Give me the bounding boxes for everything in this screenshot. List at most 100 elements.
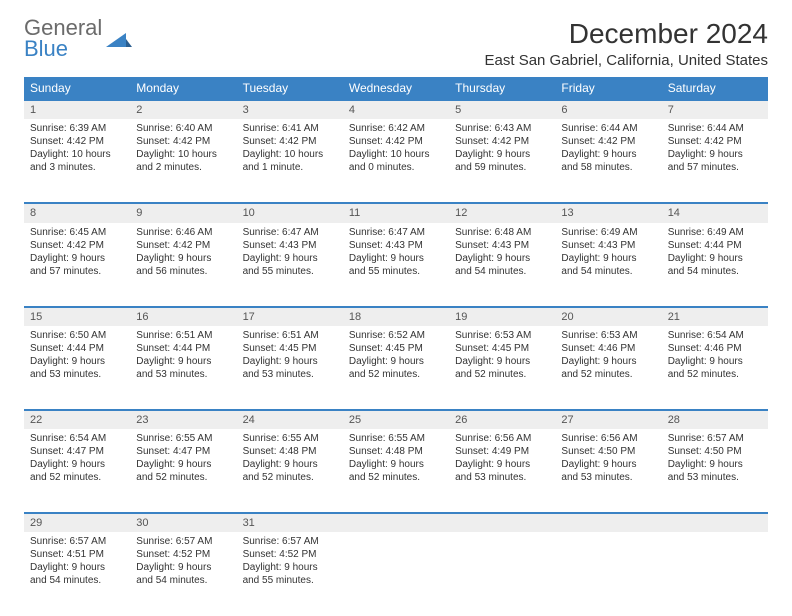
day-content-cell: Sunrise: 6:47 AMSunset: 4:43 PMDaylight:…	[237, 223, 343, 307]
day-content-cell: Sunrise: 6:57 AMSunset: 4:51 PMDaylight:…	[24, 532, 130, 616]
sunrise-line: Sunrise: 6:46 AM	[136, 226, 230, 239]
day-content-row: Sunrise: 6:57 AMSunset: 4:51 PMDaylight:…	[24, 532, 768, 616]
day-number-cell: 30	[130, 513, 236, 532]
sunset-line: Sunset: 4:44 PM	[136, 342, 230, 355]
day-content-cell: Sunrise: 6:50 AMSunset: 4:44 PMDaylight:…	[24, 326, 130, 410]
weekday-header: Friday	[555, 77, 661, 100]
logo-text-bottom: Blue	[24, 39, 102, 60]
sunset-line: Sunset: 4:52 PM	[136, 548, 230, 561]
day-content-cell: Sunrise: 6:49 AMSunset: 4:44 PMDaylight:…	[662, 223, 768, 307]
day-number-row: 15161718192021	[24, 307, 768, 326]
location: East San Gabriel, California, United Sta…	[485, 52, 768, 69]
daylight-line: Daylight: 9 hours and 52 minutes.	[455, 355, 549, 381]
day-content-cell	[343, 532, 449, 616]
day-number-cell: 1	[24, 100, 130, 119]
sunset-line: Sunset: 4:46 PM	[561, 342, 655, 355]
day-number-cell: 31	[237, 513, 343, 532]
day-content-cell: Sunrise: 6:46 AMSunset: 4:42 PMDaylight:…	[130, 223, 236, 307]
day-number-cell: 25	[343, 410, 449, 429]
sunset-line: Sunset: 4:44 PM	[668, 239, 762, 252]
daylight-line: Daylight: 9 hours and 53 minutes.	[561, 458, 655, 484]
sunrise-line: Sunrise: 6:44 AM	[561, 122, 655, 135]
day-number-cell: 24	[237, 410, 343, 429]
daylight-line: Daylight: 9 hours and 53 minutes.	[30, 355, 124, 381]
month-title: December 2024	[485, 18, 768, 50]
daylight-line: Daylight: 9 hours and 53 minutes.	[136, 355, 230, 381]
sunset-line: Sunset: 4:45 PM	[243, 342, 337, 355]
weekday-header: Saturday	[662, 77, 768, 100]
daylight-line: Daylight: 9 hours and 54 minutes.	[136, 561, 230, 587]
daylight-line: Daylight: 9 hours and 52 minutes.	[30, 458, 124, 484]
sunrise-line: Sunrise: 6:50 AM	[30, 329, 124, 342]
daylight-line: Daylight: 9 hours and 55 minutes.	[243, 561, 337, 587]
sunset-line: Sunset: 4:45 PM	[349, 342, 443, 355]
daylight-line: Daylight: 10 hours and 3 minutes.	[30, 148, 124, 174]
day-number-cell: 28	[662, 410, 768, 429]
day-number-cell	[343, 513, 449, 532]
sunrise-line: Sunrise: 6:42 AM	[349, 122, 443, 135]
day-content-cell: Sunrise: 6:52 AMSunset: 4:45 PMDaylight:…	[343, 326, 449, 410]
sunrise-line: Sunrise: 6:56 AM	[561, 432, 655, 445]
day-content-cell: Sunrise: 6:40 AMSunset: 4:42 PMDaylight:…	[130, 119, 236, 203]
sunset-line: Sunset: 4:50 PM	[561, 445, 655, 458]
daylight-line: Daylight: 9 hours and 53 minutes.	[455, 458, 549, 484]
day-content-row: Sunrise: 6:50 AMSunset: 4:44 PMDaylight:…	[24, 326, 768, 410]
day-number-cell: 26	[449, 410, 555, 429]
day-number-cell: 13	[555, 203, 661, 222]
daylight-line: Daylight: 9 hours and 54 minutes.	[561, 252, 655, 278]
daylight-line: Daylight: 10 hours and 0 minutes.	[349, 148, 443, 174]
sunrise-line: Sunrise: 6:53 AM	[561, 329, 655, 342]
day-content-cell: Sunrise: 6:54 AMSunset: 4:46 PMDaylight:…	[662, 326, 768, 410]
weekday-header: Tuesday	[237, 77, 343, 100]
day-number-cell: 16	[130, 307, 236, 326]
day-number-cell: 14	[662, 203, 768, 222]
sunset-line: Sunset: 4:42 PM	[136, 239, 230, 252]
day-content-cell: Sunrise: 6:49 AMSunset: 4:43 PMDaylight:…	[555, 223, 661, 307]
sunset-line: Sunset: 4:42 PM	[668, 135, 762, 148]
sunrise-line: Sunrise: 6:47 AM	[349, 226, 443, 239]
day-content-cell: Sunrise: 6:57 AMSunset: 4:50 PMDaylight:…	[662, 429, 768, 513]
day-content-cell: Sunrise: 6:55 AMSunset: 4:47 PMDaylight:…	[130, 429, 236, 513]
day-content-cell	[449, 532, 555, 616]
daylight-line: Daylight: 9 hours and 54 minutes.	[455, 252, 549, 278]
weekday-header: Sunday	[24, 77, 130, 100]
sunrise-line: Sunrise: 6:54 AM	[668, 329, 762, 342]
sunset-line: Sunset: 4:45 PM	[455, 342, 549, 355]
daylight-line: Daylight: 9 hours and 55 minutes.	[349, 252, 443, 278]
day-number-cell: 18	[343, 307, 449, 326]
sunset-line: Sunset: 4:51 PM	[30, 548, 124, 561]
day-number-cell: 22	[24, 410, 130, 429]
sunrise-line: Sunrise: 6:57 AM	[136, 535, 230, 548]
day-number-cell: 7	[662, 100, 768, 119]
day-number-cell: 8	[24, 203, 130, 222]
sunrise-line: Sunrise: 6:55 AM	[136, 432, 230, 445]
sunset-line: Sunset: 4:42 PM	[243, 135, 337, 148]
sunrise-line: Sunrise: 6:55 AM	[243, 432, 337, 445]
sunset-line: Sunset: 4:42 PM	[136, 135, 230, 148]
daylight-line: Daylight: 9 hours and 54 minutes.	[668, 252, 762, 278]
sunset-line: Sunset: 4:42 PM	[455, 135, 549, 148]
daylight-line: Daylight: 9 hours and 54 minutes.	[30, 561, 124, 587]
day-number-cell: 20	[555, 307, 661, 326]
sunrise-line: Sunrise: 6:57 AM	[243, 535, 337, 548]
sunrise-line: Sunrise: 6:51 AM	[243, 329, 337, 342]
daylight-line: Daylight: 9 hours and 52 minutes.	[561, 355, 655, 381]
daylight-line: Daylight: 9 hours and 56 minutes.	[136, 252, 230, 278]
weekday-header: Thursday	[449, 77, 555, 100]
daylight-line: Daylight: 9 hours and 52 minutes.	[349, 458, 443, 484]
day-number-cell: 29	[24, 513, 130, 532]
day-content-cell: Sunrise: 6:56 AMSunset: 4:50 PMDaylight:…	[555, 429, 661, 513]
day-number-cell: 21	[662, 307, 768, 326]
day-number-cell	[555, 513, 661, 532]
day-content-cell: Sunrise: 6:54 AMSunset: 4:47 PMDaylight:…	[24, 429, 130, 513]
sunrise-line: Sunrise: 6:49 AM	[668, 226, 762, 239]
day-number-cell: 4	[343, 100, 449, 119]
sunset-line: Sunset: 4:42 PM	[561, 135, 655, 148]
sunset-line: Sunset: 4:47 PM	[30, 445, 124, 458]
day-content-cell: Sunrise: 6:55 AMSunset: 4:48 PMDaylight:…	[237, 429, 343, 513]
day-number-row: 1234567	[24, 100, 768, 119]
day-content-cell: Sunrise: 6:45 AMSunset: 4:42 PMDaylight:…	[24, 223, 130, 307]
daylight-line: Daylight: 9 hours and 52 minutes.	[349, 355, 443, 381]
calendar-table: SundayMondayTuesdayWednesdayThursdayFrid…	[24, 77, 768, 616]
sunrise-line: Sunrise: 6:48 AM	[455, 226, 549, 239]
